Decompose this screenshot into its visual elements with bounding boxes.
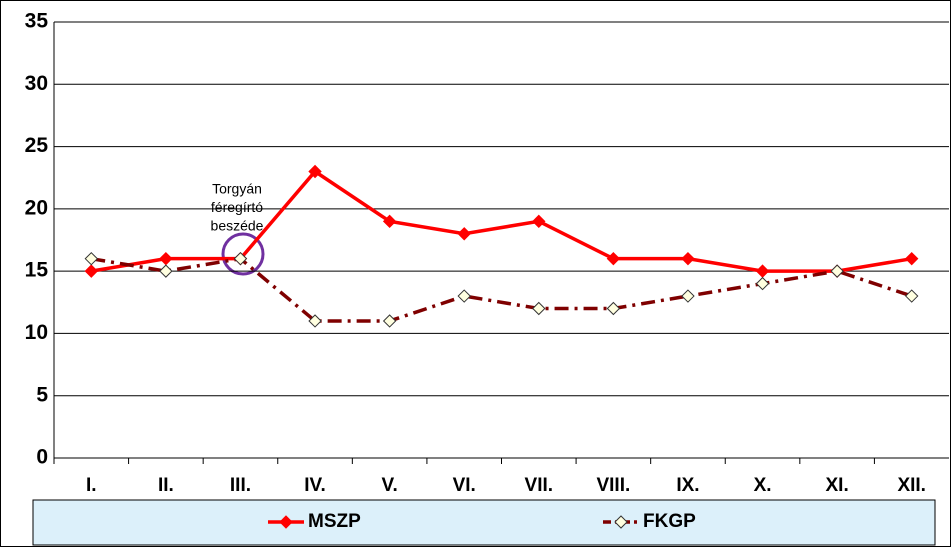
y-tick-label: 20 <box>25 196 48 219</box>
data-point <box>159 264 173 278</box>
data-point <box>755 276 770 291</box>
y-tick-label: 15 <box>25 259 49 282</box>
highlight-circle <box>221 232 265 276</box>
series-line <box>91 169 912 273</box>
x-tick-label: IX. <box>676 475 699 496</box>
legend-label: FKGP <box>643 511 696 532</box>
y-tick-label: 30 <box>25 72 48 95</box>
legend-label: MSZP <box>308 511 361 532</box>
data-point <box>84 264 98 278</box>
data-point <box>84 251 98 266</box>
y-tick-label: 10 <box>25 321 48 344</box>
legend-box <box>32 499 936 546</box>
legend-marker <box>614 515 628 529</box>
y-tick-label: 0 <box>36 446 48 469</box>
x-tick-label: III. <box>230 475 251 496</box>
x-tick-label: VI. <box>453 475 476 496</box>
data-point <box>532 301 546 316</box>
data-point <box>905 251 919 266</box>
data-point <box>532 214 546 229</box>
y-tick-label: 5 <box>36 383 48 406</box>
x-tick-label: V. <box>382 475 398 496</box>
data-point <box>382 214 397 229</box>
data-point <box>681 251 695 266</box>
annotation: Torgyán <box>212 181 262 197</box>
x-tick-label: XII. <box>897 475 926 496</box>
annotation: beszéde <box>211 218 264 234</box>
x-tick-label: I. <box>86 475 97 496</box>
data-point <box>233 251 248 266</box>
x-tick-label: VII. <box>525 475 554 496</box>
y-tick-label: 25 <box>25 134 49 157</box>
data-point <box>606 301 621 316</box>
data-point <box>457 227 471 241</box>
data-point <box>308 314 322 328</box>
x-tick-label: X. <box>754 475 772 496</box>
legend-marker <box>279 515 293 529</box>
x-tick-label: IV. <box>304 475 326 496</box>
data-point <box>457 289 471 303</box>
data-point <box>606 251 621 266</box>
data-point <box>308 164 322 179</box>
x-tick-label: VIII. <box>596 475 630 496</box>
x-tick-label: II. <box>158 475 174 496</box>
data-point <box>830 264 844 278</box>
series-line <box>91 256 913 323</box>
y-tick-label: 35 <box>25 10 49 33</box>
x-tick-label: XI. <box>826 475 849 496</box>
data-point <box>382 314 397 328</box>
data-point <box>905 289 919 303</box>
annotation: féregírtó <box>211 199 263 215</box>
data-point <box>681 289 695 303</box>
